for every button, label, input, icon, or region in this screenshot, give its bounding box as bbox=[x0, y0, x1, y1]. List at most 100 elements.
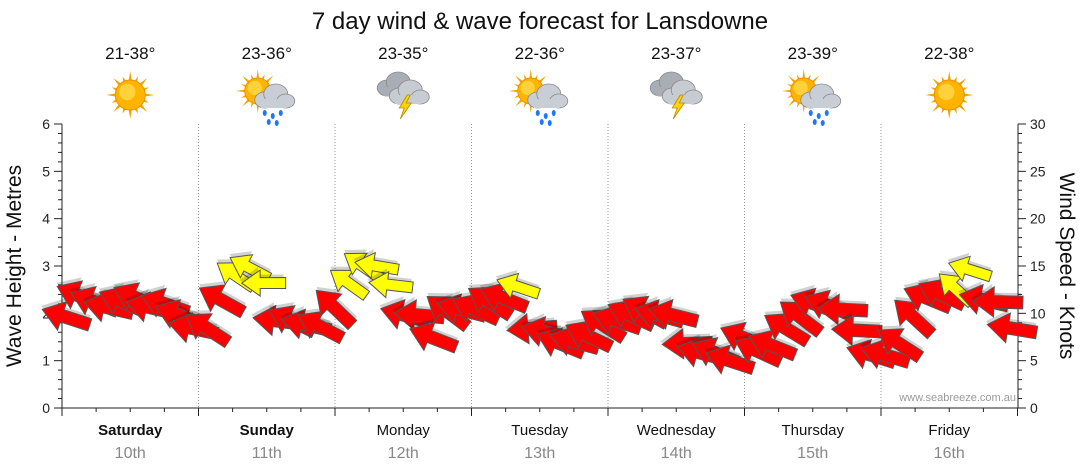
left-tick-label: 3 bbox=[42, 258, 50, 274]
wind-arrow-body bbox=[764, 313, 812, 348]
wind-arrow-body bbox=[368, 270, 414, 299]
sun-ray bbox=[802, 69, 806, 80]
cloud-lightning-icon bbox=[649, 71, 703, 120]
weather-icons bbox=[106, 69, 974, 126]
day-date: 15th bbox=[797, 445, 828, 462]
wind-arrow-body bbox=[972, 285, 1024, 318]
lightning-bolt bbox=[671, 94, 686, 120]
wind-arrow bbox=[297, 307, 346, 345]
wind-arrow bbox=[409, 318, 460, 354]
day-date: 10th bbox=[115, 445, 146, 462]
wind-arrow bbox=[917, 275, 968, 312]
wind-arrow bbox=[198, 281, 247, 319]
wind-arrow-body bbox=[229, 254, 273, 284]
wind-arrow bbox=[859, 336, 912, 370]
right-axis-title: Wind Speed - Knots bbox=[1055, 173, 1078, 360]
rain-drop bbox=[266, 119, 271, 125]
wind-arrow bbox=[829, 312, 883, 347]
wind-arrow-body bbox=[877, 328, 925, 364]
day-name: Wednesday bbox=[637, 422, 716, 439]
wind-arrow-body bbox=[748, 329, 799, 362]
wind-arrow bbox=[894, 296, 937, 340]
day-name: Saturday bbox=[98, 422, 163, 439]
day-temperature: 23-36° bbox=[242, 44, 292, 63]
wind-arrow bbox=[229, 251, 273, 284]
sun-ray bbox=[947, 71, 951, 82]
day-temperature: 22-38° bbox=[924, 44, 974, 63]
wind-arrow bbox=[970, 283, 1024, 318]
rain-drop bbox=[812, 119, 817, 125]
watermark: www.seabreeze.com.au bbox=[898, 392, 1016, 404]
right-tick-label: 20 bbox=[1030, 211, 1046, 227]
wind-arrow-body bbox=[41, 300, 93, 332]
rain-drop bbox=[278, 110, 283, 116]
day-gridlines bbox=[198, 124, 882, 408]
wind-arrow-body bbox=[565, 320, 615, 354]
sun-ray bbox=[256, 69, 260, 80]
day-temperature: 23-35° bbox=[378, 44, 428, 63]
sun-icon bbox=[106, 71, 155, 119]
wind-arrow bbox=[315, 286, 358, 331]
rain-drop bbox=[270, 113, 275, 119]
rain-drop bbox=[808, 110, 813, 116]
wind-arrow bbox=[815, 291, 869, 326]
wind-arrow-body bbox=[986, 312, 1039, 344]
sun-highlight bbox=[119, 83, 136, 101]
wind-arrow-body bbox=[409, 321, 460, 354]
right-tick-label: 15 bbox=[1030, 258, 1046, 274]
wind-arrow bbox=[495, 269, 542, 300]
day-date: 11th bbox=[252, 445, 282, 462]
day-temperature: 21-38° bbox=[105, 44, 155, 63]
rain-drop bbox=[262, 110, 267, 116]
right-tick-label: 30 bbox=[1030, 116, 1046, 132]
sun-cloud-rain-icon bbox=[781, 69, 842, 126]
day-name: Monday bbox=[377, 422, 431, 439]
wind-arrow-body bbox=[329, 269, 371, 301]
wind-arrow-body bbox=[198, 284, 247, 319]
day-date: 12th bbox=[388, 445, 419, 462]
wind-arrow bbox=[647, 296, 700, 330]
right-tick-label: 25 bbox=[1030, 163, 1046, 179]
sun-ray bbox=[963, 93, 974, 97]
sun-highlight bbox=[938, 83, 955, 101]
left-tick-label: 1 bbox=[42, 353, 50, 369]
day-name: Tuesday bbox=[511, 422, 568, 439]
left-axis-ticks: 0123456 bbox=[42, 116, 50, 416]
rain-drop bbox=[539, 119, 544, 125]
day-temperature: 23-37° bbox=[651, 44, 701, 63]
daily-temperatures: 21-38° 23-36° 23-35° 22-36° 23-37° 23-39° 22-3… bbox=[105, 44, 974, 63]
sun-ray bbox=[144, 93, 155, 97]
wind-arrow-body bbox=[297, 310, 346, 345]
wind-arrow bbox=[185, 310, 233, 349]
right-tick-label: 5 bbox=[1030, 353, 1038, 369]
day-temperature: 23-39° bbox=[788, 44, 838, 63]
wind-arrow-body bbox=[648, 298, 700, 330]
sun-highlight bbox=[247, 80, 262, 96]
left-tick-label: 0 bbox=[42, 400, 50, 416]
axes bbox=[54, 123, 1026, 416]
wind-arrow-body bbox=[894, 299, 937, 340]
wind-arrow-body bbox=[185, 313, 233, 349]
wind-arrow bbox=[41, 298, 93, 332]
right-tick-label: 0 bbox=[1030, 400, 1038, 416]
wind-arrow bbox=[367, 268, 414, 299]
rain-drop bbox=[824, 110, 829, 116]
wind-arrow bbox=[877, 325, 925, 364]
sun-cloud-rain-icon bbox=[235, 69, 296, 126]
sun-icon bbox=[925, 71, 974, 119]
day-name: Sunday bbox=[240, 422, 295, 439]
rain-drop bbox=[820, 120, 825, 126]
sun-ray bbox=[781, 89, 792, 93]
sun-highlight bbox=[793, 80, 808, 96]
left-tick-label: 6 bbox=[42, 116, 50, 132]
sun-ray bbox=[508, 89, 519, 93]
wind-arrow-body bbox=[240, 269, 287, 298]
wind-arrow bbox=[985, 309, 1039, 344]
day-temperature: 22-36° bbox=[515, 44, 565, 63]
wind-arrows bbox=[41, 249, 1039, 375]
wind-arrow bbox=[748, 326, 799, 362]
wind-arrow-body bbox=[496, 272, 542, 300]
wind-arrow bbox=[565, 317, 615, 354]
sun-ray bbox=[235, 89, 246, 93]
day-date: 13th bbox=[524, 445, 555, 462]
